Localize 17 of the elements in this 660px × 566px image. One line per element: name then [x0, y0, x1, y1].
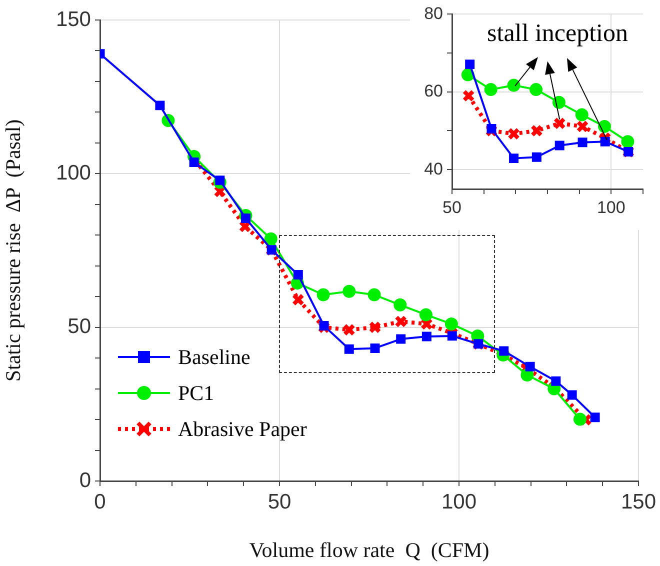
y-tick-label: 80	[424, 4, 443, 23]
annotation: stall inception	[487, 20, 628, 47]
y-tick-label: 100	[56, 161, 91, 184]
y-tick-label: 50	[68, 315, 91, 338]
legend-label: PC1	[178, 380, 214, 406]
x-tick-label: 150	[620, 490, 656, 514]
x-tick-label: 50	[268, 490, 292, 514]
y-tick-label: 60	[424, 82, 443, 101]
y-tick-label: 150	[56, 8, 91, 31]
y-axis-title: Static pressure rise ΔP (Pasal)	[1, 119, 26, 382]
y-tick-label: 40	[424, 159, 443, 178]
x-axis-title: Volume flow rate Q (CFM)	[249, 538, 490, 562]
legend-label: Abrasive Paper	[178, 416, 307, 442]
x-tick-label: 0	[94, 490, 106, 514]
y-tick-label: 0	[79, 468, 91, 492]
x-tick-label: 100	[441, 490, 477, 514]
legend-label: Baseline	[178, 344, 250, 370]
